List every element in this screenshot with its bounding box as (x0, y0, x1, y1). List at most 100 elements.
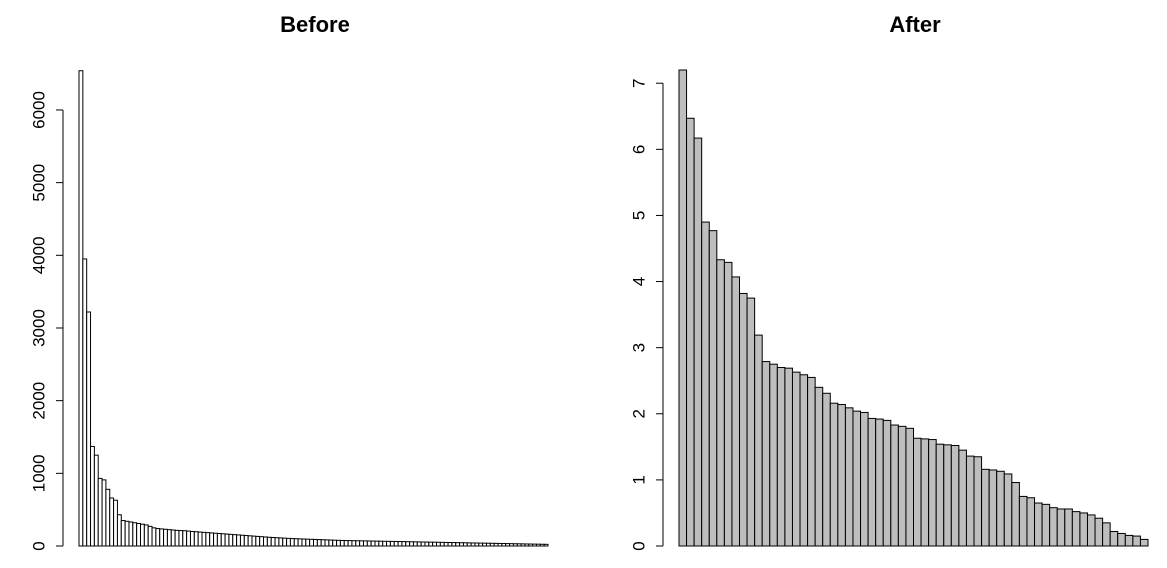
before-bar (355, 540, 361, 547)
after-bar (1139, 538, 1149, 547)
before-y-tick-label: 6000 (30, 91, 49, 129)
before-bar (86, 311, 92, 547)
before-bar (270, 537, 276, 547)
before-bar (509, 543, 514, 547)
before-bar (389, 540, 395, 547)
before-y-tick-label: 5000 (30, 164, 49, 202)
before-bar (109, 497, 115, 547)
after-bar (981, 468, 990, 547)
before-bar (293, 538, 299, 547)
after-bar (799, 374, 809, 547)
before-bar (313, 538, 318, 547)
before-bar (424, 541, 430, 547)
after-bar (1124, 534, 1134, 547)
after-bar (1034, 502, 1043, 547)
before-bar (201, 531, 207, 547)
before-bar (205, 532, 211, 547)
after-bar (784, 367, 793, 547)
before-y-tick-label: 0 (30, 541, 49, 550)
before-bar (328, 539, 334, 547)
before-bar (255, 535, 261, 547)
before-bar (128, 521, 134, 547)
before-bar (528, 543, 534, 547)
before-panel: Before 0 1000 2000 3000 4000 5000 6000 (30, 12, 549, 551)
after-bar (965, 455, 975, 547)
after-bar (920, 438, 930, 547)
after-panel: After 0 1 2 3 4 5 6 7 (630, 12, 1149, 551)
before-bar (493, 542, 499, 547)
before-bar (366, 540, 372, 547)
before-bar (124, 520, 130, 547)
after-bar (807, 376, 816, 547)
before-bar (140, 523, 145, 547)
before-bar (516, 543, 522, 547)
before-bar (101, 479, 107, 547)
after-bar (739, 292, 748, 547)
after-bar (860, 411, 869, 547)
before-bar (420, 541, 426, 547)
before-bar (401, 541, 407, 547)
before-bar (289, 538, 295, 547)
before-bar (524, 543, 530, 547)
after-bar (1026, 497, 1036, 547)
after-bar (1041, 503, 1051, 547)
before-bar (182, 530, 188, 547)
after-bar (723, 261, 733, 547)
before-bar (455, 542, 461, 547)
before-bar (386, 540, 391, 547)
before-bar (78, 70, 84, 547)
after-bar (867, 417, 877, 547)
after-y-tick-label: 5 (630, 211, 649, 220)
before-bar (301, 538, 307, 547)
before-bar (535, 543, 541, 547)
after-y-tick-label: 2 (630, 409, 649, 418)
after-bar (1117, 532, 1126, 547)
after-bar (686, 117, 695, 547)
before-bar (416, 541, 422, 547)
before-bar (151, 527, 157, 547)
before-bar (193, 531, 199, 547)
before-bar (412, 541, 418, 547)
before-bar (462, 542, 468, 547)
before-bar (324, 539, 330, 547)
before-bar (347, 540, 353, 547)
before-bar (297, 538, 303, 547)
before-bar (282, 537, 288, 547)
before-bar (170, 529, 176, 547)
after-bar (776, 367, 786, 547)
before-bar (163, 528, 168, 547)
after-bar (897, 425, 907, 547)
before-bar (309, 538, 315, 547)
after-bar (950, 445, 960, 547)
before-bar (489, 542, 495, 547)
after-bar (1018, 495, 1028, 547)
before-bar (497, 542, 503, 547)
before-bar (370, 540, 376, 547)
after-bar (1003, 473, 1013, 547)
before-bar (97, 477, 103, 547)
before-bar (189, 530, 195, 547)
before-bar (93, 454, 99, 547)
after-bar (996, 470, 1005, 547)
before-bar (186, 530, 191, 547)
before-bar (236, 534, 241, 547)
before-bar (213, 532, 218, 547)
before-bar (470, 542, 476, 547)
before-bar (274, 537, 280, 547)
before-bar (105, 488, 111, 547)
after-bar (814, 386, 824, 547)
after-bar (1071, 511, 1081, 547)
before-bar (478, 542, 484, 547)
before-bar (474, 542, 480, 547)
before-bar (436, 541, 441, 547)
before-bar (220, 533, 226, 547)
before-bar (459, 542, 464, 547)
before-bar (113, 499, 118, 547)
before-bar (332, 539, 338, 547)
after-bar (822, 392, 831, 547)
before-bar (259, 536, 265, 547)
after-bar (837, 404, 846, 547)
before-bar (316, 539, 322, 547)
before-bar (120, 520, 126, 547)
after-bar (988, 469, 998, 547)
